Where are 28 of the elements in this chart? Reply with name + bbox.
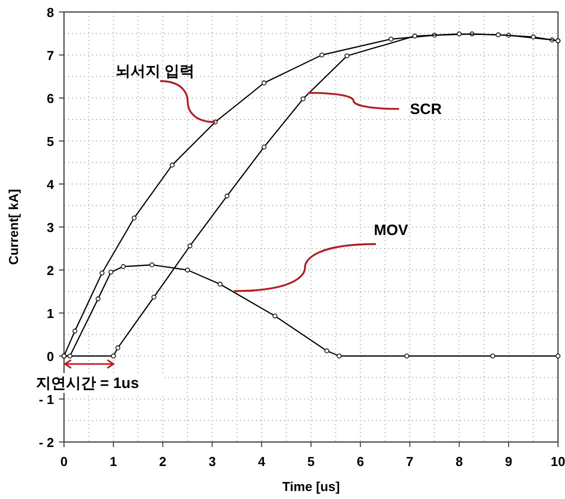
- x-tick-label: 8: [456, 454, 463, 469]
- y-tick-label: 5: [46, 134, 54, 149]
- annotation: SCR: [410, 100, 442, 118]
- y-tick-label: 6: [46, 91, 54, 106]
- y-tick-label: 0: [46, 349, 54, 364]
- y-tick-label: - 1: [38, 392, 54, 407]
- x-tick-label: 6: [356, 454, 364, 469]
- y-axis-title: Current[ kA]: [6, 189, 21, 265]
- y-tick-label: 1: [46, 306, 54, 321]
- x-tick-label: 2: [159, 454, 166, 469]
- x-axis-title: Time [us]: [282, 479, 340, 494]
- x-tick-label: 5: [307, 454, 315, 469]
- y-tick-label: 3: [46, 220, 54, 235]
- annotation: 지연시간 = 1us: [36, 375, 139, 392]
- annotation: 뇌서지 입력: [116, 63, 195, 80]
- x-tick-label: 7: [406, 454, 414, 469]
- x-tick-label: 1: [110, 454, 118, 469]
- x-tick-label: 3: [208, 454, 216, 469]
- annotation: MOV: [374, 222, 408, 240]
- x-tick-label: 0: [60, 454, 68, 469]
- x-tick-label: 10: [550, 454, 565, 469]
- y-tick-label: 7: [46, 48, 54, 63]
- y-tick-label: 8: [46, 5, 54, 20]
- y-tick-label: 2: [46, 263, 54, 278]
- y-tick-label: 4: [46, 177, 55, 192]
- y-tick-label: - 2: [38, 435, 54, 450]
- x-tick-label: 4: [258, 454, 266, 469]
- x-tick-label: 9: [504, 454, 512, 469]
